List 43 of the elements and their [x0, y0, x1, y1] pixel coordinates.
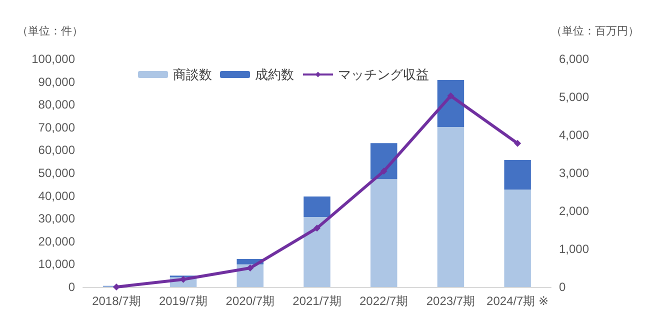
x-tick-label: 2024/7期 ※ [486, 294, 549, 308]
bar [504, 190, 531, 287]
bar [504, 160, 531, 190]
y-tick-label: 30,000 [38, 212, 76, 226]
y-tick-label: 90,000 [38, 74, 76, 89]
y-tick-label: 60,000 [38, 143, 76, 158]
y2-tick-label: 2,000 [559, 204, 590, 218]
y-tick-label: 100,000 [32, 52, 76, 66]
y2-tick-label: 6,000 [559, 52, 590, 66]
legend-label: マッチング収益 [338, 67, 429, 82]
point [514, 140, 522, 147]
point [112, 284, 120, 290]
y-tick-label: 50,000 [38, 166, 76, 180]
y-tick-label: 80,000 [38, 98, 76, 112]
y-axis-title: （単位：件） [17, 26, 83, 38]
bar [304, 217, 330, 287]
bar [370, 179, 398, 287]
bar [437, 126, 464, 287]
y-tick-label: 10,000 [38, 257, 76, 272]
legend-label: 成約数 [255, 67, 294, 82]
y-tick-label: 0 [68, 280, 76, 294]
point [447, 92, 454, 100]
y2-tick-label: 1,000 [559, 242, 590, 256]
x-tick-label: 2018/7期 [92, 294, 141, 308]
y-tick-label: 70,000 [38, 120, 76, 134]
y-tick-label: 40,000 [38, 188, 76, 203]
y2-tick-label: 4,000 [559, 128, 590, 142]
y2-tick-label: 3,000 [559, 166, 590, 180]
x-tick-label: 2019/7期 [158, 294, 208, 308]
y2-tick-label: 5,000 [559, 90, 590, 104]
bar [437, 80, 464, 127]
x-tick-label: 2022/7期 [360, 294, 408, 308]
y2-tick-label: 0 [559, 280, 566, 294]
y2-axis-title: （単位：百万円） [551, 26, 639, 38]
x-tick-label: 2021/7期 [292, 294, 342, 308]
point [314, 224, 320, 232]
bar [304, 196, 330, 218]
point [246, 264, 254, 272]
x-tick-label: 2020/7期 [226, 294, 274, 308]
point [380, 168, 388, 175]
x-tick-label: 2023/7期 [426, 294, 476, 308]
legend-label: 商談数 [173, 67, 212, 82]
y-tick-label: 20,000 [38, 234, 76, 248]
